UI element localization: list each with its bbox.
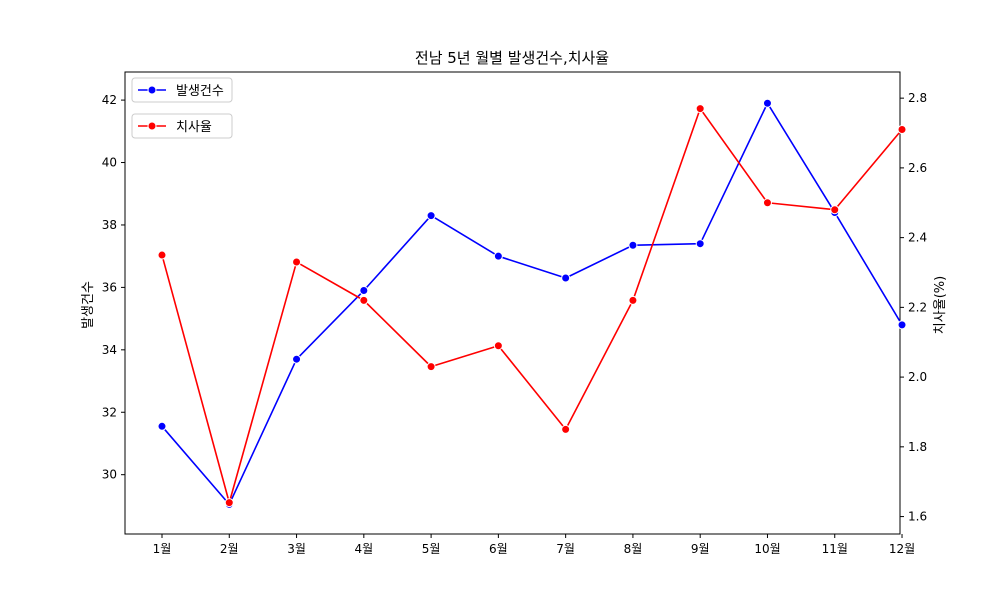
y-right-tick-label: 1.6 xyxy=(908,510,927,524)
data-point xyxy=(359,295,369,305)
y-axis-right: 1.6 1.8 2.0 2.2 2.4 2.6 2.8 xyxy=(900,91,927,524)
legend-right: 치사율 xyxy=(131,113,233,139)
y-right-tick-label: 2.6 xyxy=(908,161,927,175)
x-tick-label: 5월 xyxy=(422,542,441,556)
y-left-tick-label: 30 xyxy=(102,468,117,482)
data-point xyxy=(628,295,638,305)
data-point xyxy=(897,320,907,330)
data-point xyxy=(157,250,167,260)
x-tick-label: 3월 xyxy=(287,542,306,556)
x-tick-label: 6월 xyxy=(489,542,508,556)
data-point xyxy=(493,341,503,351)
x-axis: 1월 2월 3월 4월 5월 6월 7월 8월 9월 10월 11월 12월 xyxy=(153,534,915,556)
data-point xyxy=(762,198,772,208)
series-line xyxy=(161,102,903,506)
x-tick-label: 1월 xyxy=(153,542,172,556)
y-axis-right-label: 치사율(%) xyxy=(933,276,948,334)
legend-label: 치사율 xyxy=(176,120,212,135)
y-right-tick-label: 2.2 xyxy=(908,300,927,314)
y-right-tick-label: 1.8 xyxy=(908,440,927,454)
legend-marker xyxy=(147,85,157,95)
data-point xyxy=(493,251,503,261)
plot-frame xyxy=(124,71,901,535)
data-point xyxy=(762,98,772,108)
x-tick-label: 2월 xyxy=(220,542,239,556)
y-left-tick-label: 42 xyxy=(102,93,117,107)
x-tick-label: 11월 xyxy=(822,542,848,556)
legend-box xyxy=(131,113,233,139)
x-tick-label: 9월 xyxy=(691,542,710,556)
series-발생건수 xyxy=(157,98,907,509)
series-layer xyxy=(157,98,907,509)
data-point xyxy=(561,424,571,434)
data-point xyxy=(426,211,436,221)
legend-box xyxy=(131,77,233,103)
x-tick-label: 7월 xyxy=(556,542,575,556)
data-point xyxy=(561,273,571,283)
y-left-tick-label: 32 xyxy=(102,405,117,419)
data-point xyxy=(292,354,302,364)
data-point xyxy=(359,286,369,296)
data-point xyxy=(695,239,705,249)
data-point xyxy=(224,498,234,508)
data-point xyxy=(830,205,840,215)
y-left-tick-label: 36 xyxy=(102,280,117,294)
data-point xyxy=(426,362,436,372)
y-axis-left-label: 발생건수 xyxy=(81,281,96,329)
y-left-tick-label: 40 xyxy=(102,156,117,170)
y-axis-left: 30 32 34 36 38 40 42 xyxy=(102,93,125,482)
x-tick-label: 12월 xyxy=(889,542,915,556)
y-right-tick-label: 2.8 xyxy=(908,91,927,105)
data-point xyxy=(292,257,302,267)
plot-area-border xyxy=(124,71,901,535)
x-tick-label: 4월 xyxy=(354,542,373,556)
x-tick-label: 10월 xyxy=(754,542,780,556)
data-point xyxy=(157,421,167,431)
legend-marker xyxy=(147,121,157,131)
series-line xyxy=(161,107,903,504)
data-point xyxy=(897,125,907,135)
legend-left: 발생건수 xyxy=(131,77,233,103)
y-left-tick-label: 38 xyxy=(102,218,117,232)
data-point xyxy=(695,104,705,114)
data-point xyxy=(628,240,638,250)
y-left-tick-label: 34 xyxy=(102,343,117,357)
series-치사율 xyxy=(157,104,907,508)
x-tick-label: 8월 xyxy=(624,542,643,556)
legend-label: 발생건수 xyxy=(176,84,224,99)
y-right-tick-label: 2.0 xyxy=(908,370,927,384)
chart-title: 전남 5년 월별 발생건수,치사율 xyxy=(415,49,609,67)
y-right-tick-label: 2.4 xyxy=(908,231,927,245)
